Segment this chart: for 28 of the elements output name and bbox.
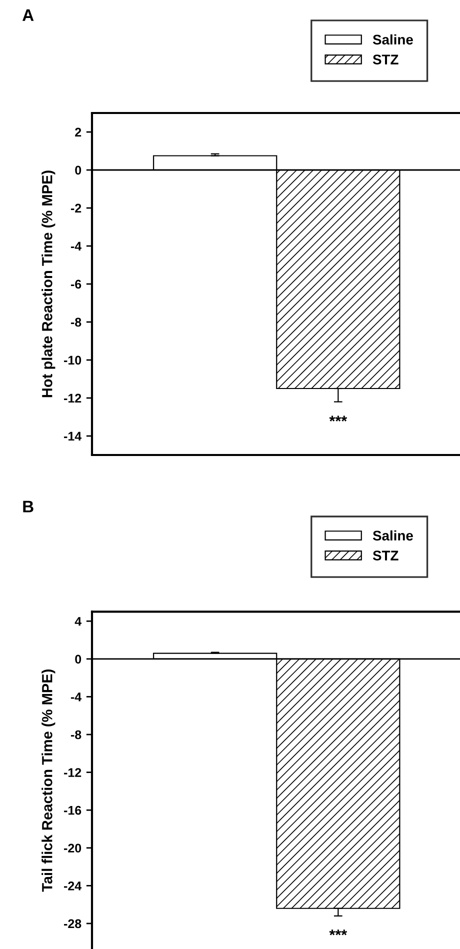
legend-label: STZ (372, 54, 398, 64)
y-tick-label: -12 (64, 394, 82, 403)
y-tick-label: 2 (75, 128, 82, 137)
y-tick-label: 4 (74, 617, 82, 626)
y-tick-label: -16 (64, 806, 82, 815)
y-tick-label: 0 (75, 166, 82, 175)
annotation: *** (329, 416, 348, 422)
chart-title: B (23, 500, 34, 512)
y-tick-label: -6 (70, 280, 82, 289)
y-tick-label: -28 (64, 919, 82, 928)
y-tick-label: -10 (64, 356, 82, 365)
y-tick-label: -14 (64, 432, 82, 441)
annotation: *** (329, 930, 348, 936)
legend-label: Saline (372, 530, 413, 541)
y-tick-label: -8 (70, 730, 82, 740)
y-tick-label: -24 (64, 882, 82, 890)
y-tick-label: -4 (70, 692, 82, 702)
y-axis-title: Hot plate Reaction Time (% MPE) (42, 170, 56, 398)
y-tick-label: -2 (70, 204, 82, 213)
y-axis-title: Tail flick Reaction Time (% MPE) (42, 670, 56, 892)
y-tick-label: -8 (70, 318, 82, 327)
legend-label: STZ (372, 550, 398, 560)
y-tick-label: -20 (64, 844, 82, 853)
y-tick-label: -4 (70, 242, 82, 251)
y-tick-label: 0 (75, 654, 82, 664)
chart-title: A (22, 9, 34, 21)
legend-label: Saline (372, 34, 413, 45)
y-tick-label: -12 (64, 768, 82, 777)
